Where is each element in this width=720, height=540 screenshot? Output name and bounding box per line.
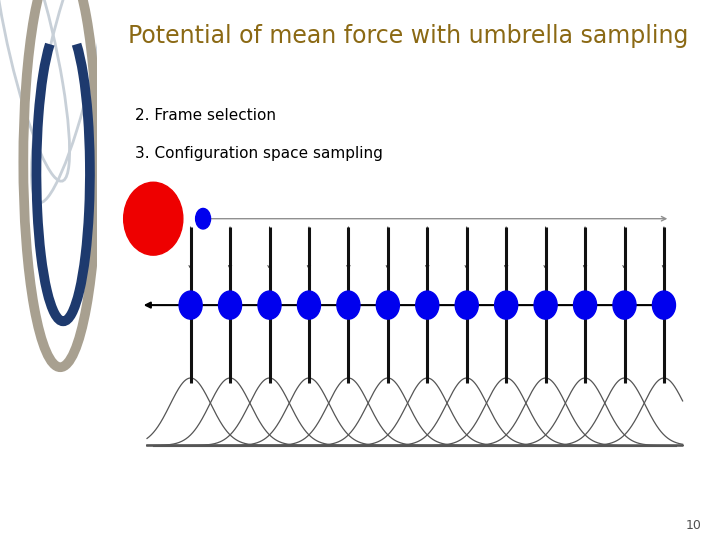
Bar	[0, 351, 97, 540]
Ellipse shape	[377, 291, 400, 319]
Bar	[0, 351, 97, 540]
Bar	[0, 351, 97, 540]
Ellipse shape	[455, 291, 478, 319]
Bar	[0, 351, 97, 540]
Text: Potential of mean force with umbrella sampling: Potential of mean force with umbrella sa…	[128, 24, 689, 48]
Ellipse shape	[219, 291, 242, 319]
Ellipse shape	[124, 183, 183, 255]
Bar	[0, 351, 97, 540]
Bar	[0, 351, 97, 540]
Bar	[0, 351, 97, 540]
Bar	[0, 351, 97, 540]
Ellipse shape	[613, 291, 636, 319]
Text: 3. Configuration space sampling: 3. Configuration space sampling	[135, 146, 382, 161]
Bar	[0, 351, 97, 540]
Ellipse shape	[258, 291, 281, 319]
Bar	[0, 351, 97, 540]
Bar	[0, 351, 97, 540]
Bar	[0, 351, 97, 540]
Bar	[0, 351, 97, 540]
Ellipse shape	[495, 291, 518, 319]
Text: 10: 10	[685, 519, 701, 532]
Ellipse shape	[179, 291, 202, 319]
Text: 2. Frame selection: 2. Frame selection	[135, 108, 276, 123]
Bar	[0, 351, 97, 540]
Bar	[0, 351, 97, 540]
Ellipse shape	[196, 208, 210, 229]
Bar	[0, 351, 97, 540]
Ellipse shape	[574, 291, 597, 319]
Bar	[0, 351, 97, 540]
Bar	[0, 351, 97, 540]
Bar	[0, 351, 97, 540]
Bar	[0, 351, 97, 540]
Bar	[0, 351, 97, 540]
Bar	[0, 351, 97, 540]
Bar	[0, 351, 97, 540]
Bar	[0, 351, 97, 540]
Ellipse shape	[652, 291, 675, 319]
Ellipse shape	[297, 291, 320, 319]
Bar	[0, 351, 97, 540]
Bar	[0, 351, 97, 540]
Ellipse shape	[534, 291, 557, 319]
Bar	[0, 351, 97, 540]
Bar	[0, 351, 97, 540]
Bar	[0, 351, 97, 540]
Ellipse shape	[415, 291, 438, 319]
Ellipse shape	[337, 291, 360, 319]
Bar	[0, 351, 97, 540]
